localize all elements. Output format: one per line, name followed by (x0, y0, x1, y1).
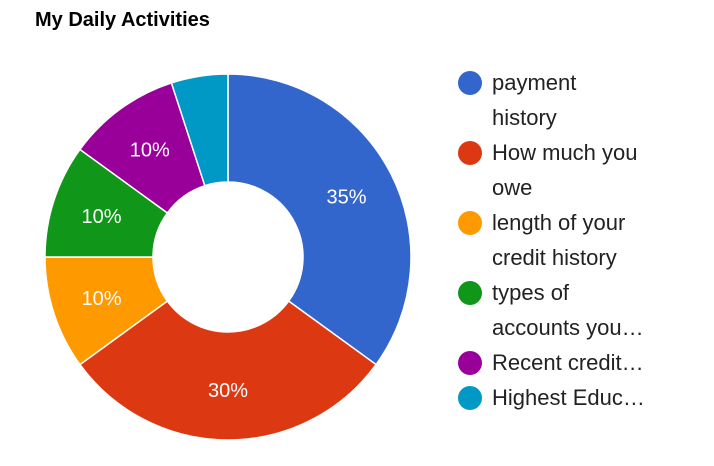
legend-item-5: Recent credit… (458, 348, 708, 383)
legend-swatch (458, 281, 482, 305)
legend-swatch (458, 386, 482, 410)
legend-label-line: Highest Educ… (492, 385, 645, 410)
legend-label-line: owe (492, 175, 533, 200)
donut-slice-6 (170, 73, 229, 187)
legend-label: Recent credit… (492, 345, 692, 380)
donut-slice-1 (227, 73, 412, 366)
legend-swatch (458, 71, 482, 95)
legend-swatch (458, 211, 482, 235)
legend-swatch (458, 141, 482, 165)
legend-label: How much you owe (492, 135, 692, 205)
legend-item-4: types of accounts you… (458, 278, 708, 348)
legend-label: types of accounts you… (492, 275, 692, 345)
legend-item-1: payment history (458, 68, 708, 138)
legend-label-line: payment (492, 70, 577, 95)
legend-label: Highest Educ… (492, 380, 692, 415)
legend-label: length of your credit history (492, 205, 692, 275)
legend-label-line: history (492, 105, 557, 130)
legend-label-line: Recent credit… (492, 350, 644, 375)
donut-chart: 35% 30% 10% 10% 10% (44, 73, 412, 441)
legend-label-line: accounts you… (492, 315, 644, 340)
chart-title: My Daily Activities (35, 9, 210, 31)
chart-legend: payment history How much you owe length of y… (458, 68, 708, 418)
legend-label: payment history (492, 65, 692, 135)
slice-data-label-3: 10% (81, 288, 121, 310)
legend-label-line: types of (492, 280, 570, 305)
legend-item-6: Highest Educ… (458, 383, 708, 418)
donut-slice-2 (78, 300, 378, 441)
legend-item-2: How much you owe (458, 138, 708, 208)
slice-data-label-4: 10% (81, 206, 121, 228)
slice-data-label-2: 30% (208, 380, 248, 402)
legend-label-line: credit history (492, 245, 617, 270)
slice-data-label-1: 35% (326, 187, 366, 209)
legend-label-line: length of your (492, 210, 626, 235)
slice-data-label-5: 10% (130, 139, 170, 161)
legend-item-3: length of your credit history (458, 208, 708, 278)
legend-swatch (458, 351, 482, 375)
legend-label-line: How much you (492, 140, 638, 165)
